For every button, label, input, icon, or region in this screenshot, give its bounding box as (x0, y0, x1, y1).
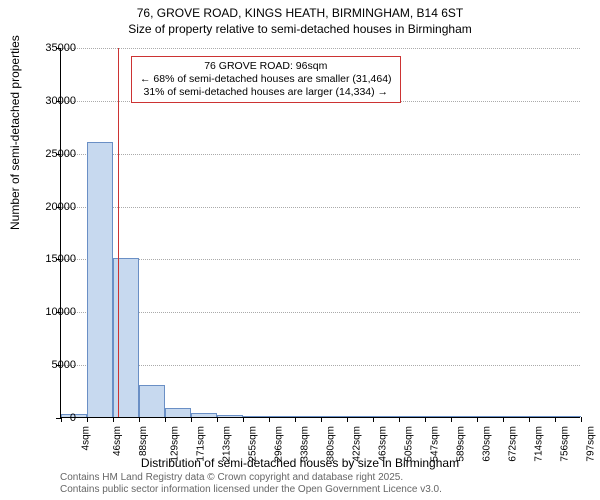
xtick-mark (555, 417, 556, 422)
xtick-label: 589sqm (456, 426, 467, 462)
xtick-mark (529, 417, 530, 422)
histogram-bar (243, 416, 269, 417)
xtick-label: 171sqm (196, 426, 207, 462)
chart-title-line1: 76, GROVE ROAD, KINGS HEATH, BIRMINGHAM,… (0, 6, 600, 22)
xtick-label: 213sqm (222, 426, 233, 462)
xtick-mark (243, 417, 244, 422)
xtick-mark (399, 417, 400, 422)
xtick-label: 129sqm (170, 426, 181, 462)
histogram-bar (399, 416, 425, 417)
ytick-label: 35000 (26, 42, 76, 54)
xtick-label: 338sqm (300, 426, 311, 462)
xtick-mark (451, 417, 452, 422)
histogram-bar (321, 416, 347, 417)
marker-line (118, 48, 119, 417)
ytick-label: 30000 (26, 95, 76, 107)
ytick-label: 10000 (26, 306, 76, 318)
xtick-mark (581, 417, 582, 422)
xtick-mark (503, 417, 504, 422)
gridline-h (61, 259, 580, 260)
xtick-label: 422sqm (352, 426, 363, 462)
ytick-label: 15000 (26, 253, 76, 265)
chart-title-line2: Size of property relative to semi-detach… (0, 22, 600, 38)
xtick-mark (269, 417, 270, 422)
footer-note: Contains HM Land Registry data © Crown c… (60, 472, 442, 496)
xtick-mark (347, 417, 348, 422)
chart-container: 76, GROVE ROAD, KINGS HEATH, BIRMINGHAM,… (0, 0, 600, 500)
xtick-label: 547sqm (430, 426, 441, 462)
xtick-label: 672sqm (508, 426, 519, 462)
xtick-mark (321, 417, 322, 422)
histogram-bar (269, 416, 295, 417)
ytick-label: 5000 (26, 359, 76, 371)
ytick-label: 25000 (26, 148, 76, 160)
gridline-h (61, 207, 580, 208)
xtick-mark (477, 417, 478, 422)
histogram-bar (113, 258, 139, 417)
footer-line2: Contains public sector information licen… (60, 484, 442, 496)
xtick-label: 630sqm (482, 426, 493, 462)
xtick-mark (139, 417, 140, 422)
xtick-mark (217, 417, 218, 422)
gridline-h (61, 312, 580, 313)
gridline-h (61, 365, 580, 366)
xtick-mark (165, 417, 166, 422)
xtick-label: 714sqm (534, 426, 545, 462)
gridline-h (61, 48, 580, 49)
ytick-label: 0 (26, 412, 76, 424)
annotation-line1: 76 GROVE ROAD: 96sqm (140, 60, 392, 73)
footer-line1: Contains HM Land Registry data © Crown c… (60, 472, 442, 484)
plot-area: 76 GROVE ROAD: 96sqm← 68% of semi-detach… (60, 48, 580, 418)
annotation-box: 76 GROVE ROAD: 96sqm← 68% of semi-detach… (131, 56, 401, 103)
y-axis-label: Number of semi-detached properties (8, 35, 22, 230)
chart-title-block: 76, GROVE ROAD, KINGS HEATH, BIRMINGHAM,… (0, 0, 600, 37)
xtick-label: 46sqm (112, 426, 123, 456)
histogram-bar (477, 416, 503, 417)
gridline-h (61, 154, 580, 155)
histogram-bar (373, 416, 399, 417)
xtick-label: 756sqm (560, 426, 571, 462)
histogram-bar (165, 408, 191, 417)
histogram-bar (555, 416, 581, 417)
histogram-bar (529, 416, 555, 417)
histogram-bar (217, 415, 243, 417)
xtick-mark (295, 417, 296, 422)
xtick-label: 463sqm (378, 426, 389, 462)
xtick-label: 505sqm (404, 426, 415, 462)
xtick-label: 380sqm (326, 426, 337, 462)
histogram-bar (425, 416, 451, 417)
xtick-label: 797sqm (586, 426, 597, 462)
histogram-bar (139, 385, 165, 417)
annotation-line3: 31% of semi-detached houses are larger (… (140, 86, 392, 99)
xtick-label: 255sqm (248, 426, 259, 462)
xtick-mark (425, 417, 426, 422)
xtick-mark (373, 417, 374, 422)
histogram-bar (503, 416, 529, 417)
xtick-mark (191, 417, 192, 422)
xtick-label: 296sqm (274, 426, 285, 462)
histogram-bar (347, 416, 373, 417)
xtick-label: 88sqm (138, 426, 149, 456)
annotation-line2: ← 68% of semi-detached houses are smalle… (140, 73, 392, 86)
histogram-bar (87, 142, 113, 417)
xtick-label: 4sqm (80, 426, 91, 450)
histogram-bar (191, 413, 217, 417)
xtick-mark (113, 417, 114, 422)
xtick-mark (87, 417, 88, 422)
histogram-bar (451, 416, 477, 417)
ytick-label: 20000 (26, 201, 76, 213)
histogram-bar (295, 416, 321, 417)
